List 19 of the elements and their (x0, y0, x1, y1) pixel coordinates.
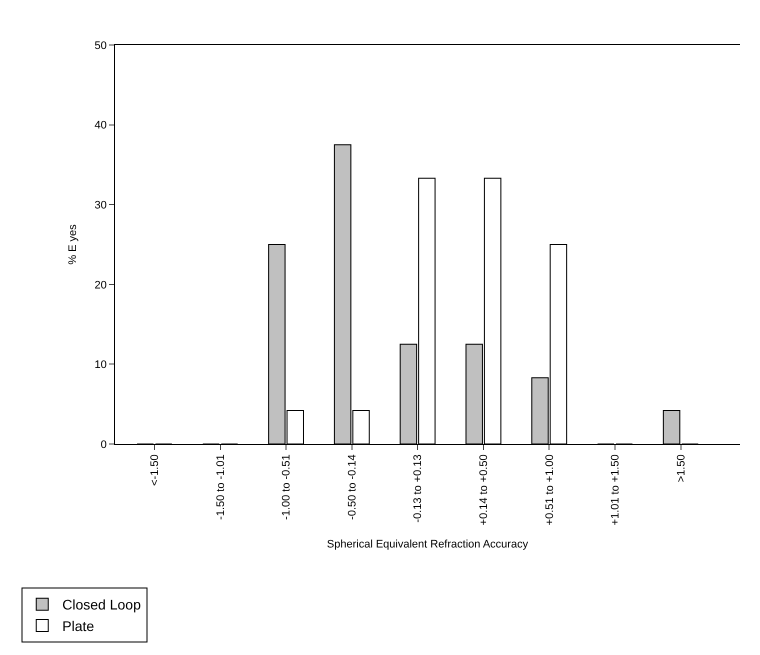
x-tick-label: -0.13 to +0.13 (412, 454, 424, 523)
y-tick-label: 20 (94, 279, 107, 292)
y-tick-label: 40 (94, 120, 107, 132)
y-tick-label: 50 (94, 40, 107, 52)
x-tick-label: -0.50 to -0.14 (346, 454, 358, 520)
x-tick-label: +0.51 to +1.00 (544, 454, 556, 526)
legend-label: Closed Loop (62, 596, 142, 613)
legend-label: Plate (62, 618, 94, 634)
x-tick-label: <-1.50 (149, 454, 162, 486)
y-tick-label: 0 (100, 438, 107, 451)
x-tick-label: >1.50 (675, 454, 688, 482)
x-tick-label: -1.00 to -0.51 (280, 454, 293, 520)
x-tick-label: +1.01 to +1.50 (610, 454, 622, 526)
y-tick-label: 10 (94, 359, 107, 372)
y-tick-label: 30 (94, 199, 107, 212)
x-tick-label: -1.50 to -1.01 (214, 454, 227, 520)
x-tick-label: +0.14 to +0.50 (478, 454, 490, 526)
y-axis-title: % E yes (67, 224, 80, 265)
x-axis-title: Spherical Equivalent Refraction Accuracy (326, 538, 529, 551)
